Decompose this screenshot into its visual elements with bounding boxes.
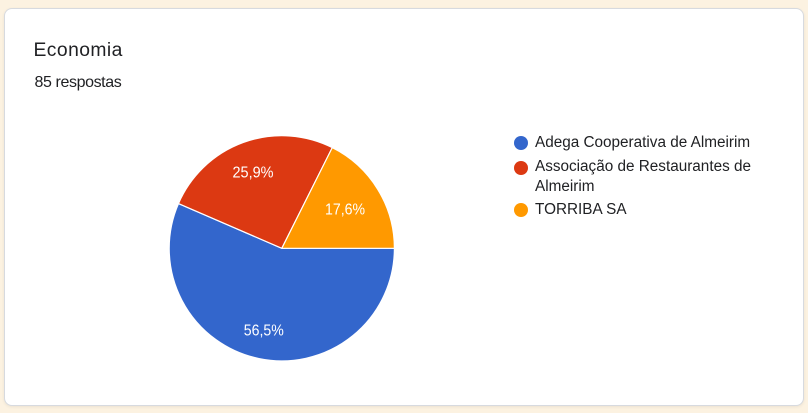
svg-text:25,9%: 25,9% [233,165,274,182]
svg-text:56,5%: 56,5% [244,323,284,340]
svg-text:17,6%: 17,6% [325,202,365,219]
